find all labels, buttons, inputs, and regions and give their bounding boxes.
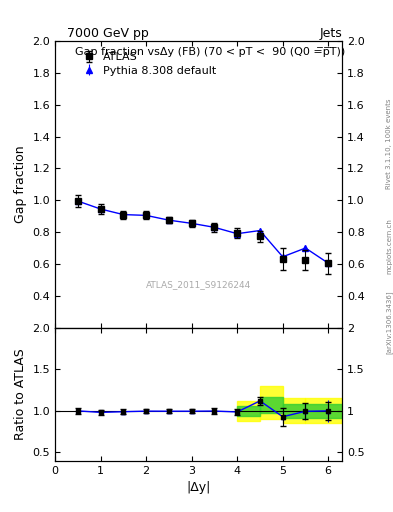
Legend: ATLAS, Pythia 8.308 default: ATLAS, Pythia 8.308 default (81, 52, 216, 76)
Text: 7000 GeV pp: 7000 GeV pp (67, 27, 149, 39)
Text: [arXiv:1306.3436]: [arXiv:1306.3436] (386, 291, 392, 354)
Bar (305, 398, 342, 423)
Text: Gap fraction vsΔy (FB) (70 < pT <  90 (Q0 =̅p̅T̅)): Gap fraction vsΔy (FB) (70 < pT < 90 (Q0… (75, 47, 345, 57)
Text: Jets: Jets (319, 27, 342, 39)
Bar (283, 398, 305, 423)
Y-axis label: Ratio to ATLAS: Ratio to ATLAS (14, 348, 27, 440)
Bar (305, 404, 342, 418)
Bar (237, 401, 260, 421)
Bar (237, 406, 260, 416)
Text: ATLAS_2011_S9126244: ATLAS_2011_S9126244 (146, 280, 251, 289)
Text: Rivet 3.1.10, 100k events: Rivet 3.1.10, 100k events (386, 98, 392, 188)
Bar (260, 386, 283, 419)
Bar (283, 404, 305, 418)
Text: mcplots.cern.ch: mcplots.cern.ch (386, 218, 392, 274)
X-axis label: |Δy|: |Δy| (186, 481, 211, 494)
Y-axis label: Gap fraction: Gap fraction (14, 145, 27, 223)
Bar (260, 397, 283, 413)
